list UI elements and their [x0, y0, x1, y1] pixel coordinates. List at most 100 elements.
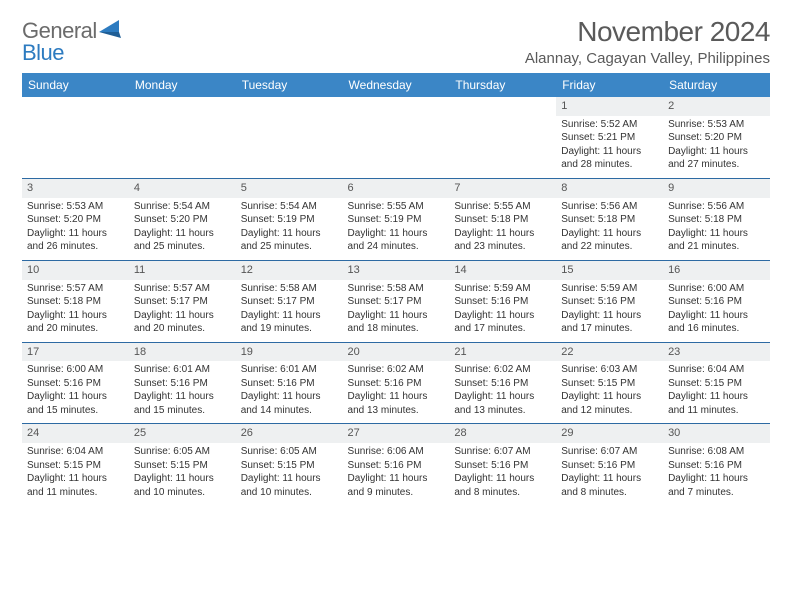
- cell-content: [348, 118, 445, 172]
- cell-content: Sunrise: 6:06 AMSunset: 5:16 PMDaylight:…: [348, 445, 445, 499]
- day-header: Sunday: [22, 73, 129, 97]
- cell-line: Sunrise: 5:58 AM: [241, 282, 338, 296]
- calendar-cell: 13Sunrise: 5:58 AMSunset: 5:17 PMDayligh…: [343, 260, 450, 342]
- day-number: 29: [556, 424, 663, 443]
- cell-line: Sunset: 5:19 PM: [348, 213, 445, 227]
- cell-line: Sunrise: 5:57 AM: [27, 282, 124, 296]
- cell-line: Sunrise: 6:05 AM: [241, 445, 338, 459]
- cell-line: Sunset: 5:16 PM: [668, 459, 765, 473]
- cell-content: Sunrise: 5:53 AMSunset: 5:20 PMDaylight:…: [668, 118, 765, 172]
- day-number: 2: [663, 97, 770, 116]
- cell-line: Sunset: 5:16 PM: [668, 295, 765, 309]
- cell-line: and 25 minutes.: [241, 240, 338, 254]
- cell-content: Sunrise: 5:59 AMSunset: 5:16 PMDaylight:…: [561, 282, 658, 336]
- cell-line: and 27 minutes.: [668, 158, 765, 172]
- cell-line: and 8 minutes.: [454, 486, 551, 500]
- day-header: Thursday: [449, 73, 556, 97]
- cell-line: and 25 minutes.: [134, 240, 231, 254]
- cell-line: Sunrise: 6:08 AM: [668, 445, 765, 459]
- cell-line: Sunset: 5:16 PM: [454, 459, 551, 473]
- cell-line: Sunrise: 5:58 AM: [348, 282, 445, 296]
- cell-line: Sunrise: 6:04 AM: [27, 445, 124, 459]
- calendar-cell: 7Sunrise: 5:55 AMSunset: 5:18 PMDaylight…: [449, 178, 556, 260]
- cell-line: and 14 minutes.: [241, 404, 338, 418]
- cell-line: Daylight: 11 hours: [134, 309, 231, 323]
- cell-line: and 15 minutes.: [134, 404, 231, 418]
- cell-line: and 8 minutes.: [561, 486, 658, 500]
- calendar-cell: 16Sunrise: 6:00 AMSunset: 5:16 PMDayligh…: [663, 260, 770, 342]
- cell-content: Sunrise: 6:03 AMSunset: 5:15 PMDaylight:…: [561, 363, 658, 417]
- cell-line: Daylight: 11 hours: [668, 145, 765, 159]
- cell-line: Sunset: 5:17 PM: [348, 295, 445, 309]
- day-number: 19: [236, 343, 343, 362]
- cell-content: Sunrise: 6:01 AMSunset: 5:16 PMDaylight:…: [241, 363, 338, 417]
- calendar-cell: 12Sunrise: 5:58 AMSunset: 5:17 PMDayligh…: [236, 260, 343, 342]
- cell-line: Daylight: 11 hours: [134, 390, 231, 404]
- cell-content: Sunrise: 5:56 AMSunset: 5:18 PMDaylight:…: [668, 200, 765, 254]
- day-number: 28: [449, 424, 556, 443]
- day-number: 15: [556, 261, 663, 280]
- cell-line: Sunrise: 5:59 AM: [561, 282, 658, 296]
- cell-line: Sunrise: 5:54 AM: [134, 200, 231, 214]
- cell-line: Sunrise: 5:53 AM: [27, 200, 124, 214]
- cell-line: and 13 minutes.: [348, 404, 445, 418]
- cell-line: Sunrise: 6:06 AM: [348, 445, 445, 459]
- cell-content: Sunrise: 6:00 AMSunset: 5:16 PMDaylight:…: [27, 363, 124, 417]
- cell-line: Sunset: 5:20 PM: [27, 213, 124, 227]
- cell-line: Daylight: 11 hours: [668, 227, 765, 241]
- cell-content: Sunrise: 5:58 AMSunset: 5:17 PMDaylight:…: [348, 282, 445, 336]
- cell-line: Sunset: 5:21 PM: [561, 131, 658, 145]
- calendar-cell: 21Sunrise: 6:02 AMSunset: 5:16 PMDayligh…: [449, 342, 556, 424]
- cell-line: Sunrise: 6:01 AM: [241, 363, 338, 377]
- cell-line: Sunrise: 5:54 AM: [241, 200, 338, 214]
- cell-content: [454, 118, 551, 172]
- cell-line: Daylight: 11 hours: [668, 472, 765, 486]
- cell-line: Sunset: 5:15 PM: [134, 459, 231, 473]
- calendar-cell: 26Sunrise: 6:05 AMSunset: 5:15 PMDayligh…: [236, 424, 343, 505]
- day-number: 24: [22, 424, 129, 443]
- cell-line: and 22 minutes.: [561, 240, 658, 254]
- calendar-cell: 19Sunrise: 6:01 AMSunset: 5:16 PMDayligh…: [236, 342, 343, 424]
- location-subtitle: Alannay, Cagayan Valley, Philippines: [525, 50, 770, 67]
- cell-line: and 13 minutes.: [454, 404, 551, 418]
- cell-line: and 21 minutes.: [668, 240, 765, 254]
- cell-content: Sunrise: 5:54 AMSunset: 5:19 PMDaylight:…: [241, 200, 338, 254]
- cell-content: Sunrise: 6:00 AMSunset: 5:16 PMDaylight:…: [668, 282, 765, 336]
- cell-line: and 17 minutes.: [454, 322, 551, 336]
- month-title: November 2024: [525, 16, 770, 48]
- cell-line: Sunrise: 5:56 AM: [668, 200, 765, 214]
- cell-content: [134, 118, 231, 172]
- calendar-cell: 15 Sunrise: 5:59 AMSunset: 5:16 PMDayligh…: [556, 260, 663, 342]
- day-number: 9: [663, 179, 770, 198]
- day-number: 4: [129, 179, 236, 198]
- cell-line: Sunset: 5:17 PM: [134, 295, 231, 309]
- cell-line: Daylight: 11 hours: [454, 227, 551, 241]
- cell-line: Daylight: 11 hours: [348, 309, 445, 323]
- calendar-cell: 1Sunrise: 5:52 AMSunset: 5:21 PMDaylight…: [556, 97, 663, 178]
- cell-line: and 12 minutes.: [561, 404, 658, 418]
- day-header: Wednesday: [343, 73, 450, 97]
- calendar-cell: 2 Sunrise: 5:53 AMSunset: 5:20 PMDaylight…: [663, 97, 770, 178]
- cell-line: Sunset: 5:18 PM: [27, 295, 124, 309]
- cell-line: Sunrise: 6:02 AM: [348, 363, 445, 377]
- cell-line: Daylight: 11 hours: [241, 227, 338, 241]
- cell-line: Daylight: 11 hours: [27, 227, 124, 241]
- cell-line: Sunset: 5:16 PM: [561, 459, 658, 473]
- calendar-cell: [22, 97, 129, 178]
- calendar-cell: 24Sunrise: 6:04 AMSunset: 5:15 PMDayligh…: [22, 424, 129, 505]
- cell-content: Sunrise: 6:07 AMSunset: 5:16 PMDaylight:…: [454, 445, 551, 499]
- day-number: 3: [22, 179, 129, 198]
- calendar-cell: 5Sunrise: 5:54 AMSunset: 5:19 PMDaylight…: [236, 178, 343, 260]
- day-number: 6: [343, 179, 450, 198]
- calendar-cell: 4Sunrise: 5:54 AMSunset: 5:20 PMDaylight…: [129, 178, 236, 260]
- cell-line: Sunrise: 6:07 AM: [454, 445, 551, 459]
- cell-content: Sunrise: 5:55 AMSunset: 5:18 PMDaylight:…: [454, 200, 551, 254]
- cell-content: Sunrise: 6:01 AMSunset: 5:16 PMDaylight:…: [134, 363, 231, 417]
- calendar-body: 1Sunrise: 5:52 AMSunset: 5:21 PMDaylight…: [22, 97, 770, 505]
- calendar-cell: 8Sunrise: 5:56 AMSunset: 5:18 PMDaylight…: [556, 178, 663, 260]
- cell-content: Sunrise: 5:55 AMSunset: 5:19 PMDaylight:…: [348, 200, 445, 254]
- cell-line: and 23 minutes.: [454, 240, 551, 254]
- cell-line: Sunrise: 6:03 AM: [561, 363, 658, 377]
- cell-line: Sunset: 5:15 PM: [27, 459, 124, 473]
- cell-content: Sunrise: 5:58 AMSunset: 5:17 PMDaylight:…: [241, 282, 338, 336]
